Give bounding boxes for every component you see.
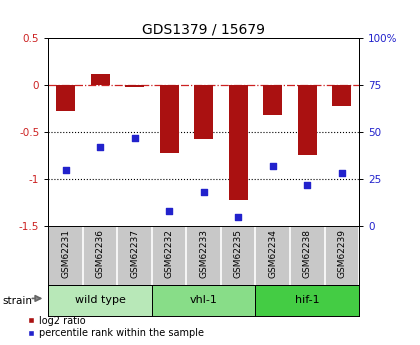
Text: GSM62235: GSM62235: [234, 229, 243, 278]
Bar: [91, 74, 110, 85]
Point: [97, 144, 103, 150]
Text: GSM62234: GSM62234: [268, 229, 277, 278]
Point: [339, 170, 345, 176]
Point: [269, 163, 276, 169]
Text: GSM62236: GSM62236: [96, 229, 105, 278]
Point: [166, 208, 173, 214]
Legend: log2 ratio, percentile rank within the sample: log2 ratio, percentile rank within the s…: [26, 315, 205, 339]
Bar: [255, 285, 359, 316]
Point: [131, 135, 138, 140]
Point: [304, 182, 311, 187]
Text: strain: strain: [2, 296, 32, 306]
Text: GSM62232: GSM62232: [165, 229, 173, 278]
Text: GSM62238: GSM62238: [303, 229, 312, 278]
Text: hif-1: hif-1: [295, 295, 320, 305]
Bar: [298, 85, 317, 156]
Point: [200, 189, 207, 195]
Bar: [194, 85, 213, 139]
Bar: [263, 85, 282, 115]
Text: GSM62239: GSM62239: [337, 229, 346, 278]
Bar: [332, 85, 351, 106]
Title: GDS1379 / 15679: GDS1379 / 15679: [142, 23, 265, 37]
Bar: [152, 285, 255, 316]
Text: GSM62237: GSM62237: [130, 229, 139, 278]
Bar: [56, 85, 75, 111]
Text: wild type: wild type: [75, 295, 126, 305]
Text: vhl-1: vhl-1: [190, 295, 218, 305]
Point: [62, 167, 69, 172]
Text: GSM62233: GSM62233: [199, 229, 208, 278]
Text: GSM62231: GSM62231: [61, 229, 70, 278]
Bar: [48, 285, 152, 316]
Bar: [229, 85, 248, 200]
Point: [235, 214, 242, 219]
Bar: [125, 85, 144, 87]
Bar: [160, 85, 178, 152]
